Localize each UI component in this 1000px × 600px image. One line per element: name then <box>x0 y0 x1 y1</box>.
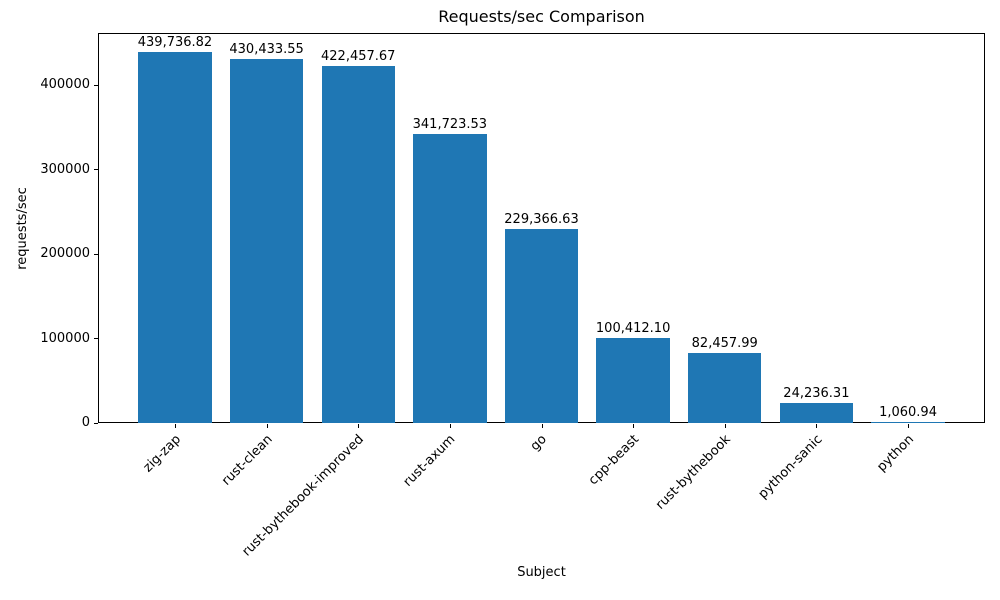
bar-value-label: 422,457.67 <box>321 49 396 65</box>
bar <box>871 422 945 423</box>
bar-value-label: 82,457.99 <box>691 336 758 352</box>
bar-value-label: 430,433.55 <box>229 42 304 58</box>
x-tick-mark <box>633 424 635 428</box>
y-tick-label: 400000 <box>40 77 90 93</box>
bar-value-label: 439,736.82 <box>137 34 213 50</box>
x-tick-mark <box>449 424 451 428</box>
y-tick-label: 200000 <box>40 246 90 262</box>
y-axis-label: requests/sec <box>14 186 30 270</box>
bar-value-label: 24,236.31 <box>783 385 850 401</box>
bar <box>229 59 304 423</box>
bar-value-label: 229,366.63 <box>504 212 579 228</box>
x-tick-mark <box>174 424 176 428</box>
x-tick-mark <box>724 424 726 428</box>
x-tick-mark <box>541 424 543 428</box>
x-tick-label: python-sanic <box>755 432 826 502</box>
bar-value-label: 100,412.10 <box>595 321 671 337</box>
x-tick-mark <box>908 424 910 428</box>
bar <box>321 66 395 423</box>
bar <box>138 51 212 423</box>
bar <box>779 402 854 423</box>
y-tick-mark <box>94 84 98 86</box>
x-tick-label: rust-clean <box>218 432 276 489</box>
x-tick-mark <box>266 424 268 428</box>
x-tick-mark <box>358 424 360 428</box>
y-tick-label: 0 <box>81 415 90 430</box>
y-tick-label: 100000 <box>40 330 90 346</box>
y-tick-mark <box>94 338 98 340</box>
x-tick-label: go <box>528 432 551 455</box>
bar <box>504 229 579 423</box>
x-tick-label: zig-zap <box>140 432 184 476</box>
bar <box>596 338 670 423</box>
chart-title: Requests/sec Comparison <box>438 7 645 26</box>
bar <box>688 353 762 423</box>
x-tick-label: cpp-beast <box>585 432 642 489</box>
y-tick-mark <box>94 422 98 424</box>
bar-value-label: 341,723.53 <box>412 117 488 133</box>
bar-value-label: 1,060.94 <box>879 405 937 420</box>
y-tick-mark <box>94 253 98 255</box>
bar <box>413 134 487 423</box>
y-tick-mark <box>94 169 98 171</box>
y-tick-label: 300000 <box>40 161 90 177</box>
x-tick-mark <box>816 424 818 428</box>
x-tick-label: rust-bythebook <box>652 432 734 513</box>
x-axis-label: Subject <box>517 565 566 580</box>
x-tick-label: rust-axum <box>400 432 459 490</box>
x-tick-label: python <box>873 432 917 475</box>
